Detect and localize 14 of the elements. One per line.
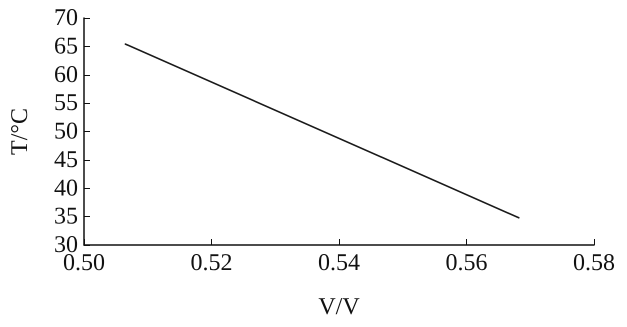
y-tick-label: 55 <box>54 90 78 116</box>
x-tick-label: 0.58 <box>573 250 615 276</box>
x-axis-title: V/V <box>318 294 360 320</box>
x-tick-label: 0.52 <box>190 250 232 276</box>
y-axis-title: T/°C <box>7 108 33 155</box>
y-tick-label: 65 <box>54 33 78 60</box>
x-tick-label: 0.54 <box>318 250 360 276</box>
y-tick-label: 45 <box>54 146 78 173</box>
y-tick-label: 50 <box>54 118 78 144</box>
y-tick-label: 35 <box>54 204 78 230</box>
x-tick-label: 0.56 <box>446 250 488 276</box>
y-tick-label: 70 <box>54 5 78 31</box>
y-tick-label: 40 <box>54 175 78 202</box>
y-tick-label: 60 <box>54 62 78 88</box>
